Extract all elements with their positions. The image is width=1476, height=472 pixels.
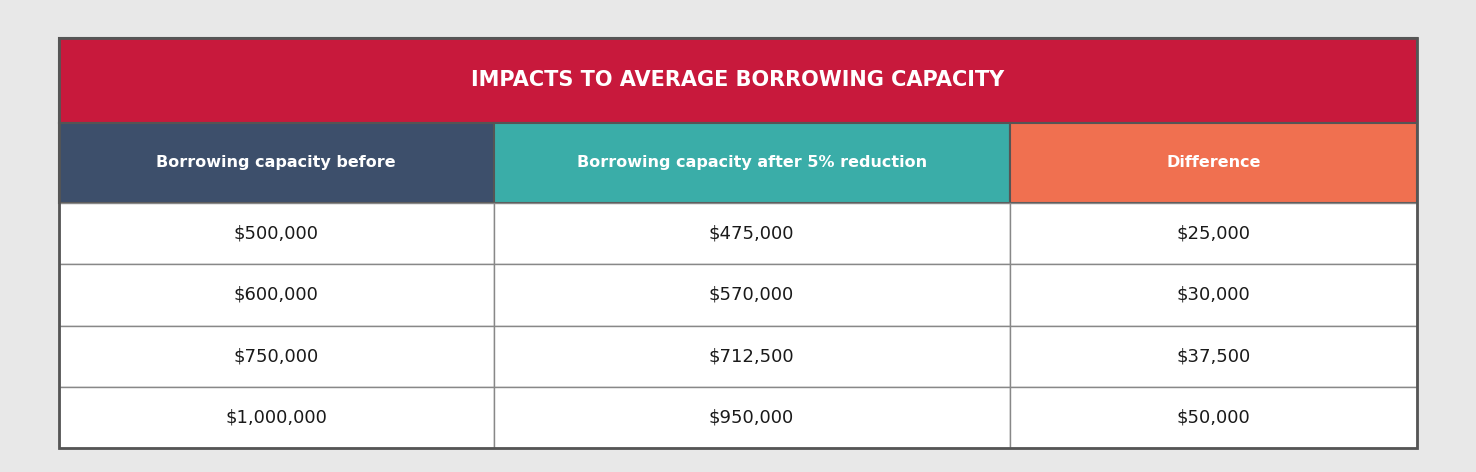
Text: $750,000: $750,000	[233, 347, 319, 365]
Text: $37,500: $37,500	[1176, 347, 1250, 365]
Text: $712,500: $712,500	[708, 347, 794, 365]
Text: Borrowing capacity before: Borrowing capacity before	[156, 155, 396, 170]
FancyBboxPatch shape	[59, 123, 493, 203]
Text: $600,000: $600,000	[233, 286, 319, 304]
Text: $50,000: $50,000	[1176, 409, 1250, 427]
Text: $570,000: $570,000	[708, 286, 794, 304]
FancyBboxPatch shape	[493, 264, 1010, 326]
FancyBboxPatch shape	[493, 203, 1010, 264]
FancyBboxPatch shape	[493, 326, 1010, 387]
Text: $30,000: $30,000	[1176, 286, 1250, 304]
FancyBboxPatch shape	[59, 264, 493, 326]
FancyBboxPatch shape	[493, 123, 1010, 203]
FancyBboxPatch shape	[1010, 387, 1417, 448]
FancyBboxPatch shape	[1010, 203, 1417, 264]
Text: $1,000,000: $1,000,000	[226, 409, 328, 427]
Text: $475,000: $475,000	[708, 225, 794, 243]
FancyBboxPatch shape	[59, 326, 493, 387]
Text: IMPACTS TO AVERAGE BORROWING CAPACITY: IMPACTS TO AVERAGE BORROWING CAPACITY	[471, 70, 1005, 90]
Text: $950,000: $950,000	[708, 409, 794, 427]
FancyBboxPatch shape	[1010, 264, 1417, 326]
Text: Difference: Difference	[1166, 155, 1261, 170]
FancyBboxPatch shape	[59, 38, 1417, 123]
Text: $25,000: $25,000	[1176, 225, 1250, 243]
FancyBboxPatch shape	[59, 203, 493, 264]
FancyBboxPatch shape	[493, 387, 1010, 448]
Text: $500,000: $500,000	[233, 225, 319, 243]
FancyBboxPatch shape	[1010, 123, 1417, 203]
FancyBboxPatch shape	[59, 387, 493, 448]
FancyBboxPatch shape	[1010, 326, 1417, 387]
Text: Borrowing capacity after 5% reduction: Borrowing capacity after 5% reduction	[577, 155, 927, 170]
